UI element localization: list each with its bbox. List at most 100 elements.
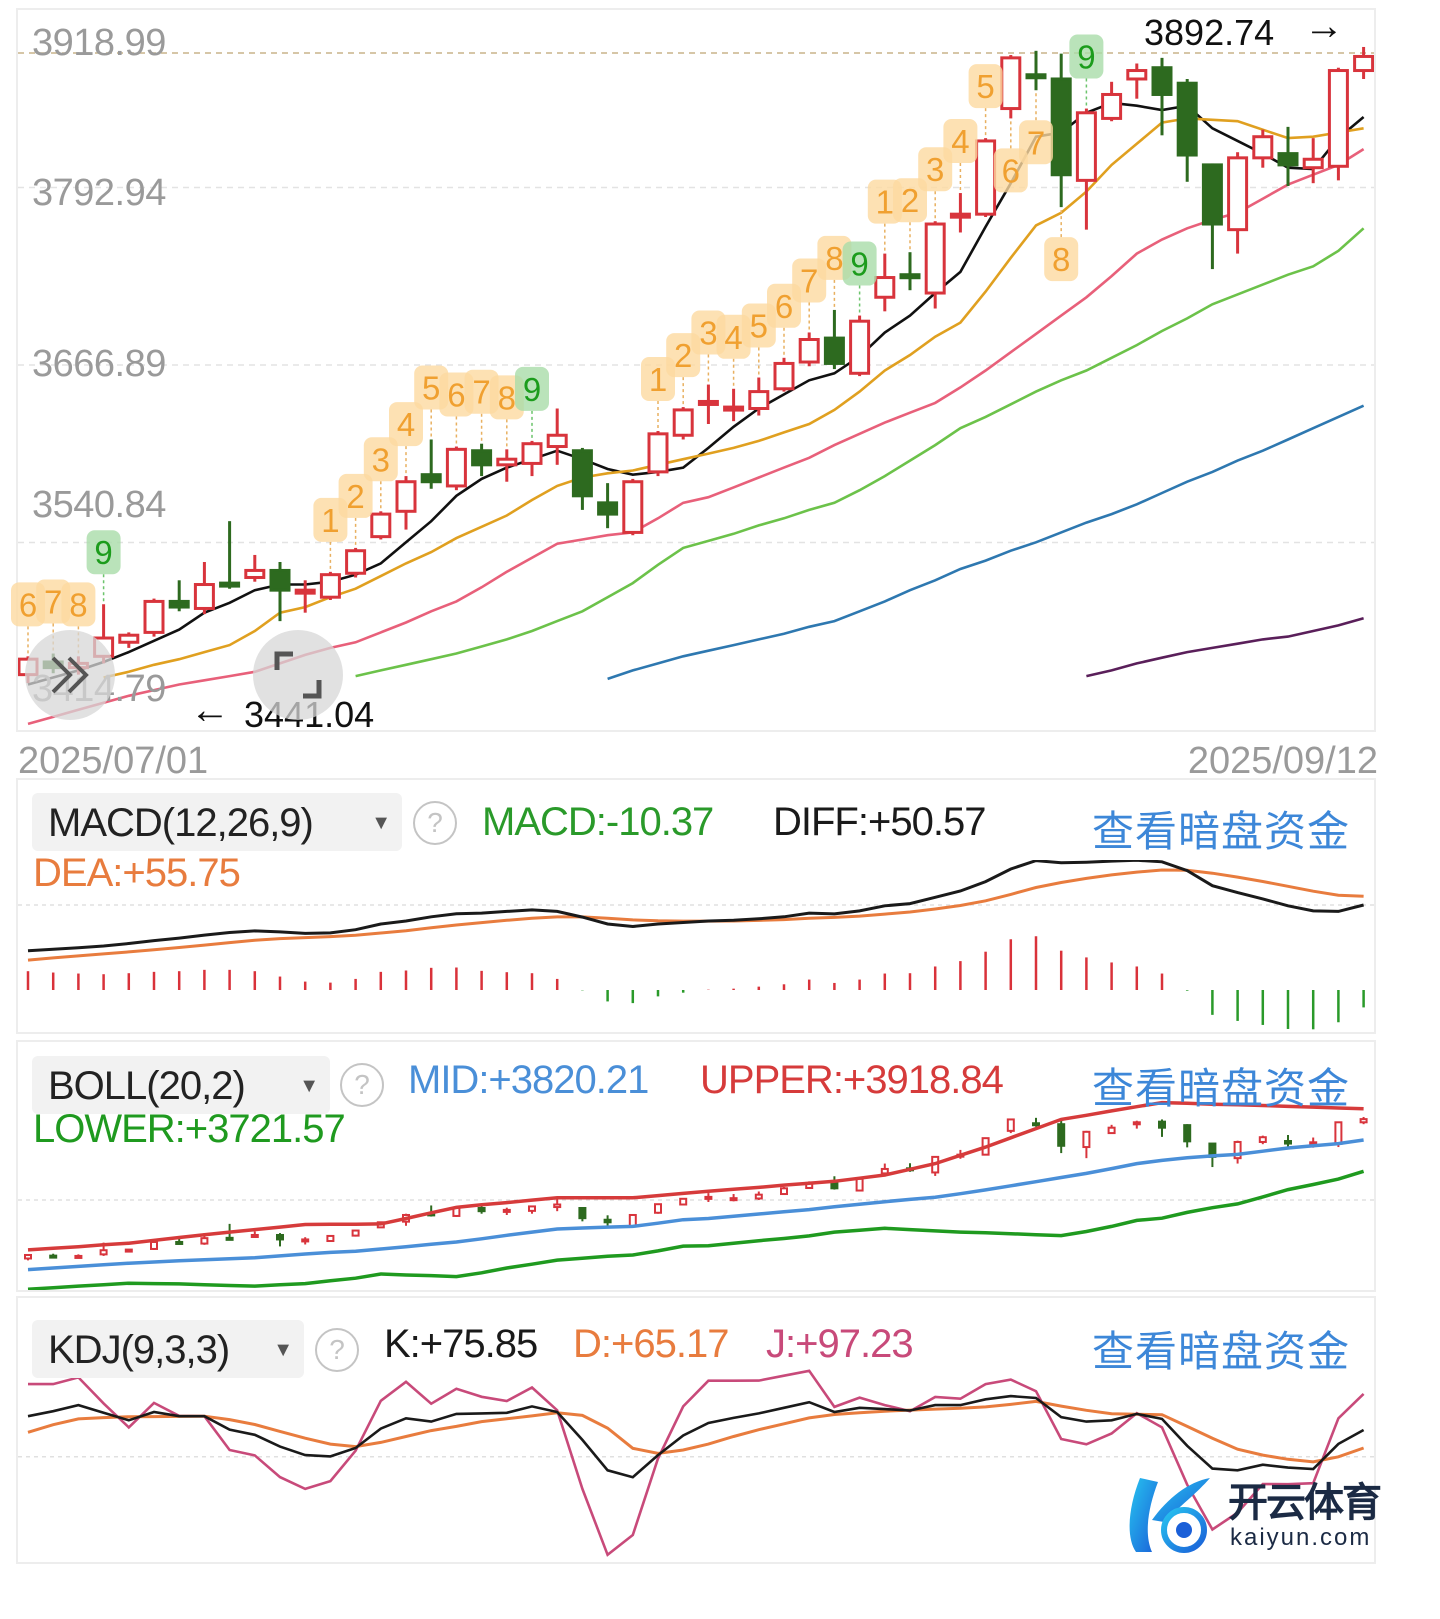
candle-body <box>1258 1136 1267 1143</box>
td-label-number: 6 <box>447 377 465 414</box>
candle-body <box>370 512 392 539</box>
view-dark-pool-funds-link-kdj[interactable]: 查看暗盘资金 <box>1092 1328 1351 1375</box>
candle-body <box>225 1236 234 1241</box>
td-label-number: 4 <box>724 319 742 356</box>
td-label-number: 2 <box>674 337 692 374</box>
y-axis-label: 3666.89 <box>32 343 166 385</box>
td-label-number: 9 <box>94 534 112 571</box>
candle-up <box>874 253 896 312</box>
candle-up <box>1126 63 1148 99</box>
candle-body <box>723 405 745 412</box>
caret-down-icon: ▼ <box>273 1339 293 1361</box>
candle-body <box>823 336 845 365</box>
td-label-box <box>515 366 549 411</box>
ma-line <box>27 147 1365 726</box>
candle-up <box>704 1193 713 1202</box>
candle-up <box>521 440 543 477</box>
boll-help-icon[interactable]: ? <box>340 1063 384 1107</box>
macd-panel <box>16 778 1376 1034</box>
candle-up <box>975 138 997 217</box>
td-label-number: 1 <box>321 502 339 539</box>
candle-up <box>1258 1135 1267 1145</box>
td-label-number: 7 <box>1027 124 1045 161</box>
kdj-indicator-dropdown[interactable]: KDJ(9,3,3) ▼ <box>32 1320 304 1378</box>
candle-body <box>597 501 619 516</box>
candle-up <box>193 561 215 615</box>
candle-body <box>1327 69 1349 168</box>
candle-up <box>679 1197 688 1206</box>
td-label: 8 <box>61 582 96 654</box>
boll-lower-value: LOWER:+3721.57 <box>33 1107 346 1151</box>
view-dark-pool-funds-link-macd[interactable]: 查看暗盘资金 <box>1092 808 1351 855</box>
td-label-box <box>993 148 1028 193</box>
x-axis-start-date: 2025/07/01 <box>18 740 209 782</box>
boll-chart[interactable] <box>18 1100 1374 1290</box>
candle-body <box>219 581 241 588</box>
td-label: 2 <box>893 178 927 250</box>
candle-body <box>949 212 971 219</box>
candle-up <box>1101 81 1123 122</box>
view-dark-pool-funds-link-boll[interactable]: 查看暗盘资金 <box>1092 1065 1351 1112</box>
td-label: 9 <box>515 366 549 438</box>
td-label: 6 <box>993 121 1028 193</box>
candle-body <box>49 1254 58 1259</box>
td-label: 3 <box>918 147 953 219</box>
macd-chart[interactable] <box>18 860 1374 1030</box>
candle-up <box>729 1194 738 1202</box>
candle-up <box>546 408 568 465</box>
candle-body <box>143 599 165 634</box>
candle-body <box>269 568 291 592</box>
candle-body <box>855 1177 864 1192</box>
td-label-number: 2 <box>901 182 919 219</box>
candle-body <box>1101 92 1123 120</box>
candle-up <box>754 1191 763 1201</box>
candle-down <box>276 1233 284 1247</box>
candle-body <box>704 1195 713 1200</box>
candle-up <box>723 388 745 422</box>
candle-up <box>244 554 266 582</box>
td-label-number: 6 <box>19 586 37 623</box>
candle-body <box>445 447 467 488</box>
td-label-box <box>1044 237 1079 282</box>
td-label-box <box>363 437 398 482</box>
max-price-value: 3892.74 <box>1144 12 1275 53</box>
candle-body <box>74 1254 83 1259</box>
fullscreen-button[interactable] <box>253 630 343 720</box>
candle-up <box>250 1231 259 1238</box>
candle-body <box>99 1249 108 1256</box>
candle-up <box>748 377 770 416</box>
candle-up <box>370 511 392 540</box>
kdj-help-icon[interactable]: ? <box>315 1328 359 1372</box>
boll-indicator-dropdown[interactable]: BOLL(20,2) ▼ <box>32 1056 330 1114</box>
kdj-chart[interactable] <box>18 1369 1374 1557</box>
candle-body <box>1176 81 1198 157</box>
candle-body <box>1050 77 1072 177</box>
macd-help-icon[interactable]: ? <box>413 801 457 845</box>
candle-up <box>150 1240 158 1250</box>
candle-body <box>1334 1121 1343 1145</box>
candle-body <box>496 457 518 467</box>
candle-up <box>502 1207 511 1215</box>
candle-down <box>1057 1118 1066 1154</box>
td-label: 9 <box>86 530 121 602</box>
candle-body <box>24 1253 32 1260</box>
double-chevron-right-icon <box>51 656 89 694</box>
td-label-box <box>61 582 96 627</box>
arrow-right-icon: → <box>1304 4 1344 48</box>
boll-panel <box>16 1040 1376 1292</box>
candle-body <box>1151 66 1173 96</box>
candle-body <box>647 432 669 474</box>
expand-left-button[interactable] <box>25 630 115 720</box>
candle-body <box>672 408 694 437</box>
candlestick-chart[interactable] <box>18 46 1374 726</box>
td-label-number: 7 <box>44 584 62 621</box>
candle-body <box>1107 1126 1116 1135</box>
macd-indicator-dropdown[interactable]: MACD(12,26,9) ▼ <box>32 793 402 851</box>
candle-body <box>420 473 442 484</box>
candle-up <box>445 446 467 491</box>
candle-up <box>697 384 719 424</box>
candle-down <box>1025 50 1047 91</box>
candle-up <box>1107 1124 1116 1135</box>
candle-up <box>1000 55 1022 119</box>
candle-up <box>1006 1118 1015 1134</box>
